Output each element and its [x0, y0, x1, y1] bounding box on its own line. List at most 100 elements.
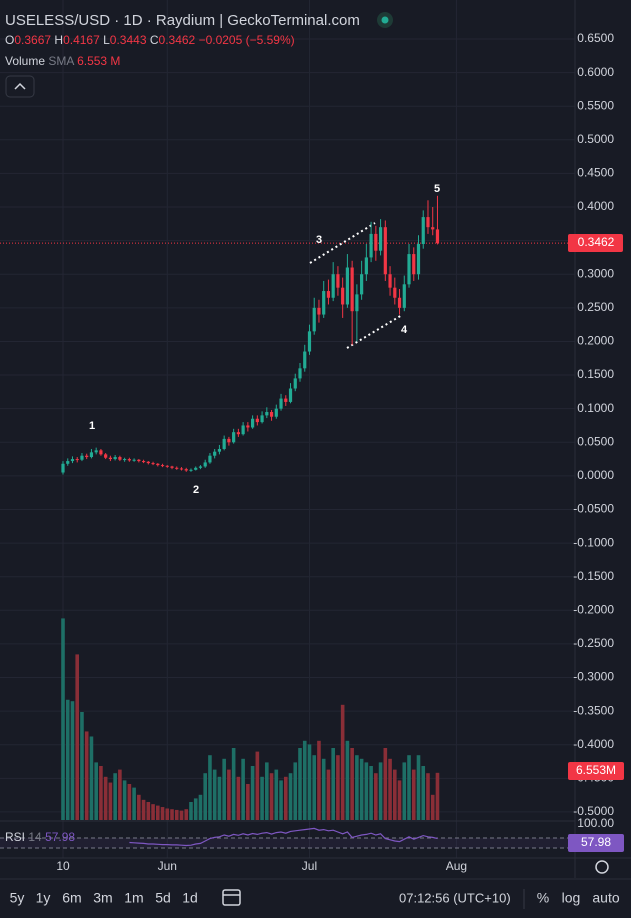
volume-bar [255, 751, 260, 820]
candle-body [312, 307, 316, 332]
candle-body [303, 351, 307, 369]
volume-axis-label: 6.553M [576, 763, 616, 777]
ohlc-legend: O0.3667 H0.4167 L0.3443 C0.3462 −0.0205 … [5, 33, 295, 47]
candle-body [402, 284, 406, 308]
settings-icon[interactable] [595, 860, 609, 874]
range-button[interactable]: 5y [10, 890, 25, 906]
range-button[interactable]: 1y [36, 890, 51, 906]
range-button[interactable]: 1d [182, 890, 198, 906]
volume-bar [203, 773, 207, 820]
candle-body [251, 418, 255, 428]
candle-body [246, 425, 250, 428]
range-button[interactable]: 1m [124, 890, 143, 906]
volume-bar [94, 762, 98, 820]
volume-bar [336, 755, 340, 820]
y-tick-label: 0.4500 [577, 166, 614, 180]
candle-body [269, 412, 274, 417]
low-value: 0.3443 [110, 33, 147, 47]
candle-body [123, 459, 127, 461]
candle-body [217, 448, 222, 452]
candle-body [378, 227, 383, 251]
wave-label: 5 [434, 183, 440, 195]
candle-body [132, 459, 136, 461]
collapse-button[interactable] [5, 75, 35, 98]
volume-bar [288, 773, 293, 820]
clock: 07:12:56 (UTC+10) [399, 890, 511, 905]
volume-bar [227, 769, 231, 820]
candle-body [80, 455, 84, 460]
range-button[interactable]: 3m [93, 890, 112, 906]
candle-body [393, 287, 397, 298]
candle-body [151, 463, 155, 465]
y-tick-label: 0.6500 [577, 31, 614, 45]
volume-bar [170, 809, 174, 820]
x-tick-label: Aug [446, 859, 467, 873]
volume-bar [151, 804, 155, 820]
rsi-axis-label: 57.98 [581, 835, 611, 849]
candle-body [137, 459, 141, 462]
volume-bar [146, 802, 151, 820]
x-tick-label: Jun [158, 859, 177, 873]
candle-body [208, 455, 212, 463]
volume-bar [345, 740, 350, 820]
volume-bar [250, 766, 255, 820]
close-value: 0.3462 [159, 33, 196, 47]
volume-bar [317, 740, 321, 820]
log-toggle[interactable]: log [562, 890, 581, 906]
candle-body [70, 459, 75, 462]
candle-body [108, 457, 112, 460]
candle-body [203, 462, 207, 467]
wave-label: 3 [316, 234, 322, 246]
candle-body [421, 217, 425, 244]
candle-body [260, 415, 264, 423]
rsi-length: 14 [28, 830, 42, 844]
collapse-icon [14, 82, 26, 90]
candle-body [426, 217, 430, 228]
candle-body [85, 455, 89, 458]
volume-bar [113, 773, 117, 820]
candle-body [66, 461, 70, 464]
candle-body [236, 432, 240, 435]
range-button[interactable]: 6m [62, 890, 81, 906]
volume-bar [160, 807, 165, 820]
volume-bar [307, 744, 312, 820]
volume-bar [108, 782, 113, 820]
volume-bar [61, 618, 65, 820]
candle-body [374, 233, 378, 251]
candle-body [284, 398, 288, 402]
volume-bar [359, 758, 364, 820]
volume-bar [179, 810, 184, 820]
auto-toggle[interactable]: auto [592, 890, 619, 906]
candle-body [170, 466, 174, 468]
volume-bar [369, 766, 373, 820]
high-value: 0.4167 [63, 33, 100, 47]
candle-body [288, 388, 293, 402]
volume-bar [430, 794, 435, 820]
ohlc-label: H [54, 33, 63, 47]
volume-bar [355, 755, 359, 820]
percent-toggle[interactable]: % [537, 890, 549, 906]
volume-bar [231, 748, 236, 820]
y-tick-label: 0.2500 [577, 300, 614, 314]
volume-bar [393, 769, 397, 820]
volume-bar [397, 780, 402, 820]
range-button[interactable]: 5d [155, 890, 171, 906]
candle-body [127, 459, 131, 461]
candle-body [364, 257, 368, 275]
y-tick-label: 0.5500 [577, 98, 614, 112]
marks [0, 195, 575, 847]
candle-body [61, 463, 65, 473]
volume-bar [283, 776, 288, 820]
volume-bar [118, 769, 122, 820]
candle-body [317, 307, 321, 315]
y-tick-label: 0.6000 [577, 65, 614, 79]
volume-bar [89, 736, 94, 820]
date-range-icon[interactable] [222, 889, 241, 906]
candle-body [383, 227, 387, 275]
candle-body [194, 467, 198, 470]
candle-body [75, 459, 79, 461]
candle-body [189, 469, 193, 471]
candle-body [341, 287, 345, 305]
volume-bar [70, 701, 75, 820]
